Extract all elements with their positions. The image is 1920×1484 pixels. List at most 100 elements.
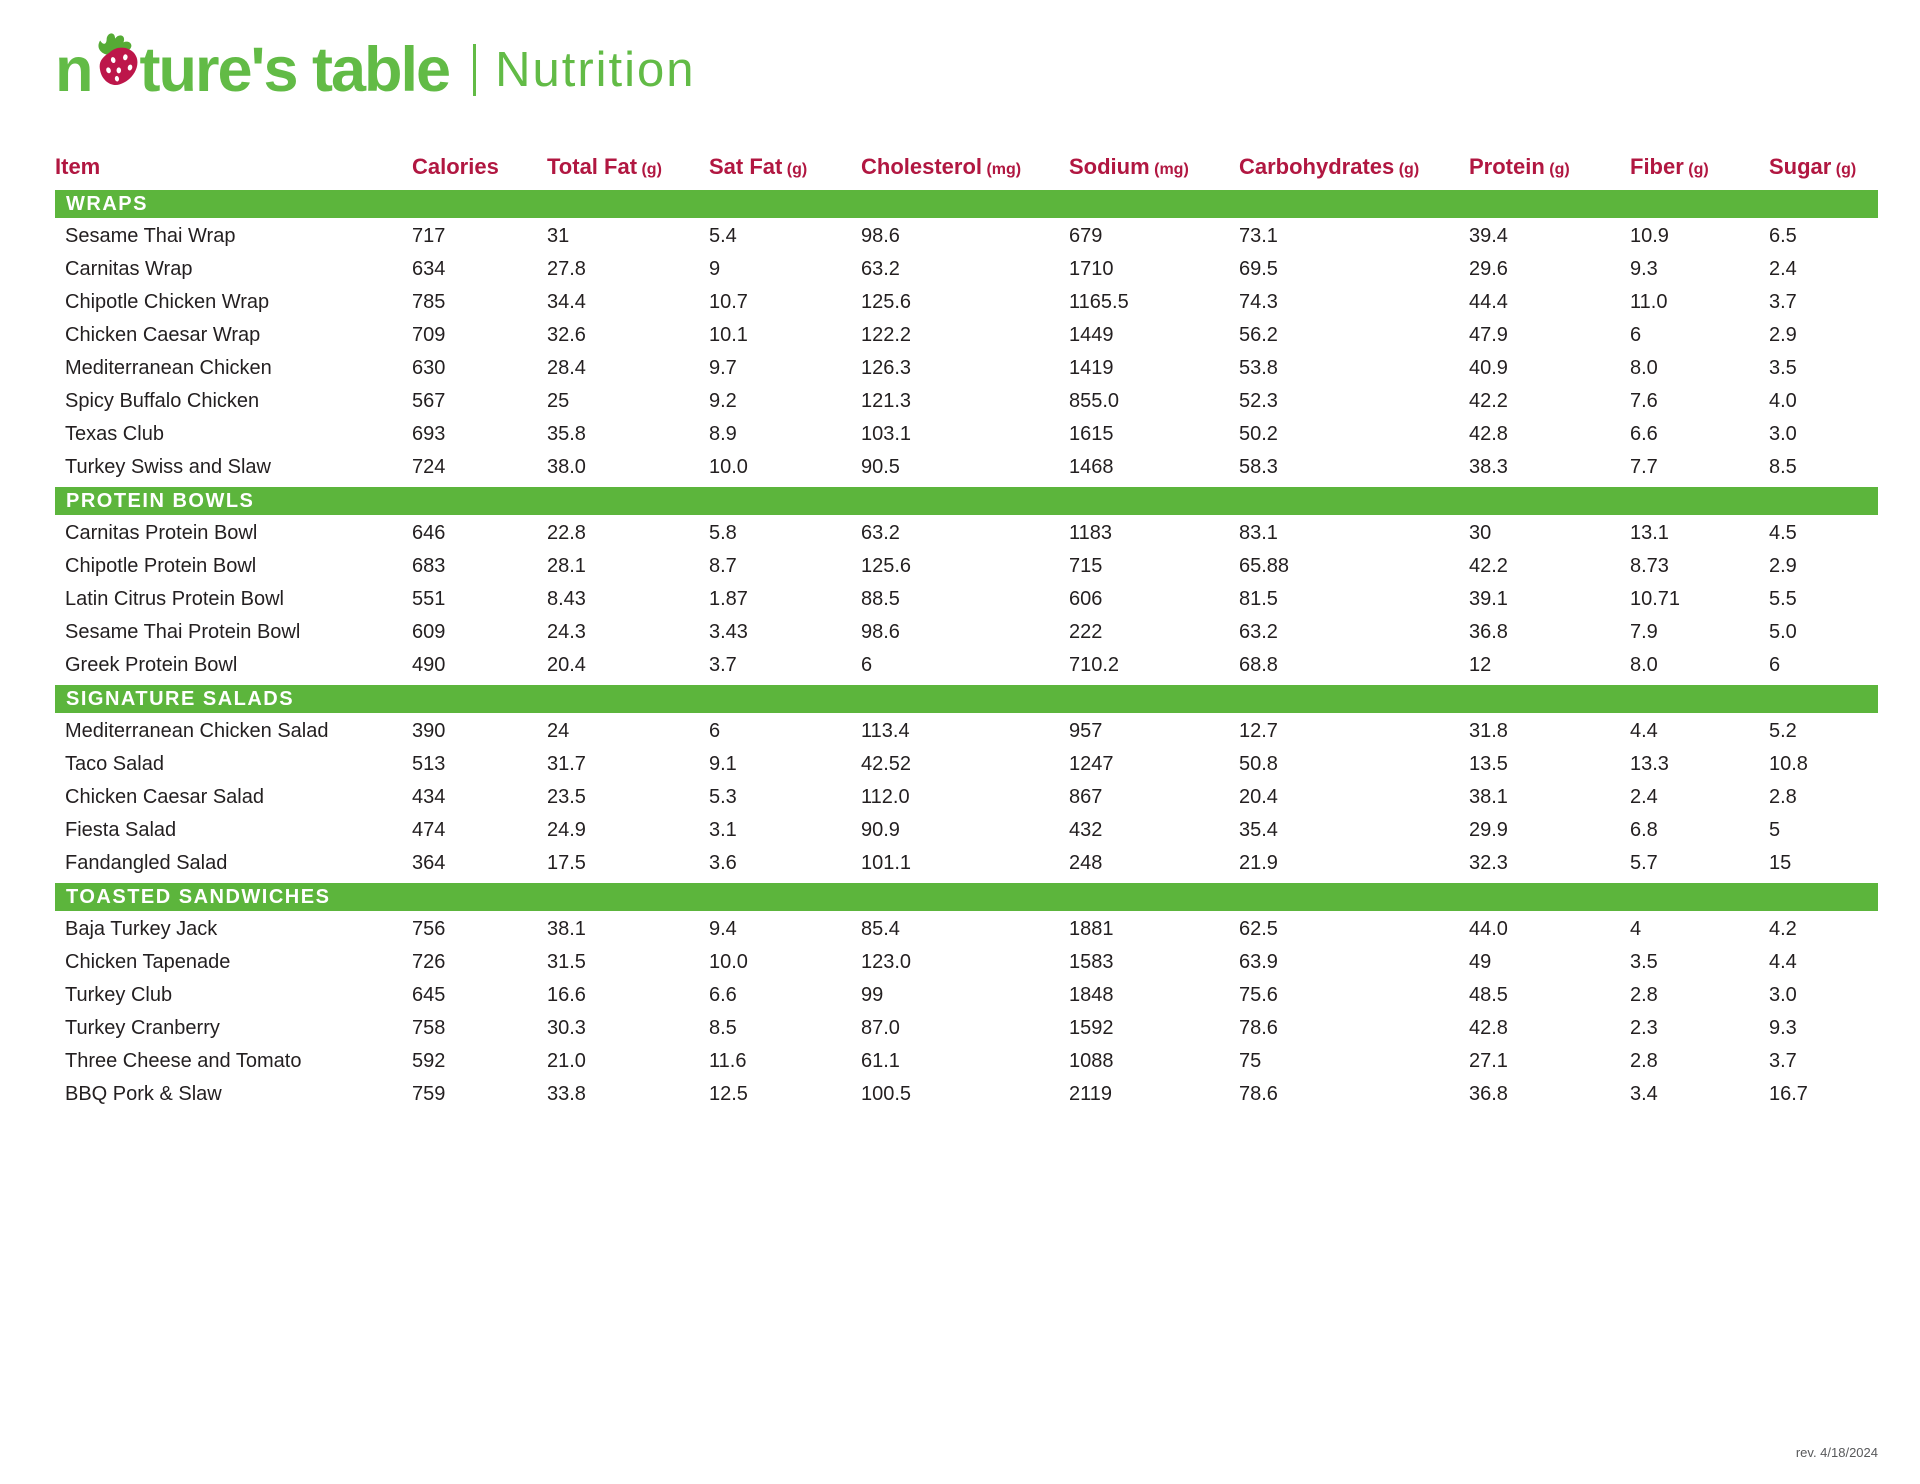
value-cell: 16.6 — [547, 984, 586, 1006]
value-cell: 13.5 — [1469, 753, 1508, 775]
value-cell: 13.3 — [1630, 753, 1669, 775]
value-cell: 2.8 — [1769, 786, 1797, 808]
value-cell: 3.43 — [709, 621, 748, 643]
value-cell: 98.6 — [861, 225, 900, 247]
value-cell: 222 — [1069, 621, 1103, 643]
value-cell: 634 — [412, 258, 446, 280]
value-cell: 35.4 — [1239, 819, 1278, 841]
value-cell: 27.8 — [547, 258, 586, 280]
value-cell: 3.7 — [1769, 1050, 1797, 1072]
value-cell: 3.5 — [1769, 357, 1797, 379]
item-name: Carnitas Protein Bowl — [65, 522, 258, 544]
value-cell: 29.6 — [1469, 258, 1508, 280]
value-cell: 5.2 — [1769, 720, 1797, 742]
value-cell: 8.5 — [1769, 456, 1797, 478]
table-row: Three Cheese and Tomato 592 21.0 11.6 61.1 10… — [55, 1045, 1878, 1078]
item-name: Chicken Caesar Salad — [65, 786, 264, 808]
value-cell: 90.9 — [861, 819, 900, 841]
value-cell: 6.6 — [1630, 423, 1658, 445]
item-name: Taco Salad — [65, 753, 164, 775]
column-header-protein: Protein (g) — [1469, 154, 1570, 179]
nutrition-table: Item Calories Total Fat (g) Sat Fat (g) Chol… — [55, 146, 1878, 1111]
value-cell: 17.5 — [547, 852, 586, 874]
table-row: Chicken Caesar Salad 434 23.5 5.3 112.0 867 20… — [55, 781, 1878, 814]
value-cell: 49 — [1469, 951, 1492, 973]
value-cell: 12 — [1469, 654, 1492, 676]
table-row: Chipotle Chicken Wrap 785 34.4 10.7 125.6 116… — [55, 286, 1878, 319]
value-cell: 606 — [1069, 588, 1103, 610]
item-name: Latin Citrus Protein Bowl — [65, 588, 284, 610]
value-cell: 2119 — [1069, 1083, 1113, 1105]
value-cell: 38.3 — [1469, 456, 1508, 478]
item-name: Chicken Tapenade — [65, 951, 231, 973]
value-cell: 42.2 — [1469, 555, 1508, 577]
column-header-carbohydrates: Carbohydrates (g) — [1239, 154, 1420, 179]
table-body: WRAPS Sesame Thai Wrap 717 31 5.4 98.6 679 73.1… — [55, 190, 1878, 1111]
value-cell: 1165.5 — [1069, 291, 1129, 313]
value-cell: 710.2 — [1069, 654, 1120, 676]
value-cell: 81.5 — [1239, 588, 1278, 610]
value-cell: 11.0 — [1630, 291, 1668, 313]
value-cell: 3.6 — [709, 852, 737, 874]
title-divider-bar — [473, 44, 477, 96]
item-name: Greek Protein Bowl — [65, 654, 238, 676]
value-cell: 42.8 — [1469, 1017, 1508, 1039]
table-row: Mediterranean Chicken Salad 390 24 6 113.4 95… — [55, 715, 1878, 748]
value-cell: 5.8 — [709, 522, 737, 544]
value-cell: 33.8 — [547, 1083, 586, 1105]
value-cell: 73.1 — [1239, 225, 1278, 247]
value-cell: 4.4 — [1769, 951, 1797, 973]
value-cell: 8.73 — [1630, 555, 1669, 577]
table-row: Texas Club 693 35.8 8.9 103.1 1615 50.2 42.8 6.6… — [55, 418, 1878, 451]
value-cell: 47.9 — [1469, 324, 1508, 346]
table-row: BBQ Pork & Slaw 759 33.8 12.5 100.5 2119 78.6 3… — [55, 1078, 1878, 1111]
value-cell: 759 — [412, 1083, 446, 1105]
value-cell: 3.4 — [1630, 1083, 1658, 1105]
value-cell: 513 — [412, 753, 446, 775]
column-header-calories: Calories — [412, 154, 499, 179]
value-cell: 8.43 — [547, 588, 586, 610]
value-cell: 3.1 — [709, 819, 737, 841]
item-name: Carnitas Wrap — [65, 258, 193, 280]
value-cell: 8.5 — [709, 1017, 737, 1039]
value-cell: 50.8 — [1239, 753, 1278, 775]
value-cell: 1247 — [1069, 753, 1114, 775]
value-cell: 31.8 — [1469, 720, 1508, 742]
value-cell: 490 — [412, 654, 446, 676]
value-cell: 9.1 — [709, 753, 737, 775]
value-cell: 9.3 — [1769, 1017, 1797, 1039]
item-name: Texas Club — [65, 423, 164, 445]
value-cell: 2.3 — [1630, 1017, 1658, 1039]
value-cell: 756 — [412, 918, 446, 940]
item-name: Spicy Buffalo Chicken — [65, 390, 260, 412]
strawberry-icon — [98, 33, 138, 85]
value-cell: 1881 — [1069, 918, 1114, 940]
value-cell: 121.3 — [861, 390, 912, 412]
value-cell: 7.9 — [1630, 621, 1658, 643]
value-cell: 39.1 — [1469, 588, 1508, 610]
value-cell: 24.9 — [547, 819, 586, 841]
value-cell: 35.8 — [547, 423, 586, 445]
value-cell: 4.5 — [1769, 522, 1797, 544]
value-cell: 758 — [412, 1017, 446, 1039]
item-name: Baja Turkey Jack — [65, 918, 218, 940]
value-cell: 78.6 — [1239, 1017, 1278, 1039]
value-cell: 31.7 — [547, 753, 586, 775]
value-cell: 6 — [1630, 324, 1642, 346]
value-cell: 16.7 — [1769, 1083, 1808, 1105]
value-cell: 6.6 — [709, 984, 737, 1006]
value-cell: 5.4 — [709, 225, 737, 247]
value-cell: 61.1 — [861, 1050, 900, 1072]
value-cell: 567 — [412, 390, 446, 412]
table-row: Chicken Tapenade 726 31.5 10.0 123.0 1583 63.9… — [55, 946, 1878, 979]
value-cell: 9.2 — [709, 390, 737, 412]
value-cell: 1468 — [1069, 456, 1114, 478]
item-name: Chicken Caesar Wrap — [65, 324, 261, 346]
value-cell: 34.4 — [547, 291, 586, 313]
section-header-toasted-sandwiches: TOASTED SANDWICHES — [55, 883, 1878, 911]
value-cell: 28.1 — [547, 555, 586, 577]
table-row: Fiesta Salad 474 24.9 3.1 90.9 432 35.4 29.9 6.8… — [55, 814, 1878, 847]
item-name: Three Cheese and Tomato — [65, 1050, 302, 1072]
value-cell: 1710 — [1069, 258, 1114, 280]
value-cell: 9.7 — [709, 357, 737, 379]
